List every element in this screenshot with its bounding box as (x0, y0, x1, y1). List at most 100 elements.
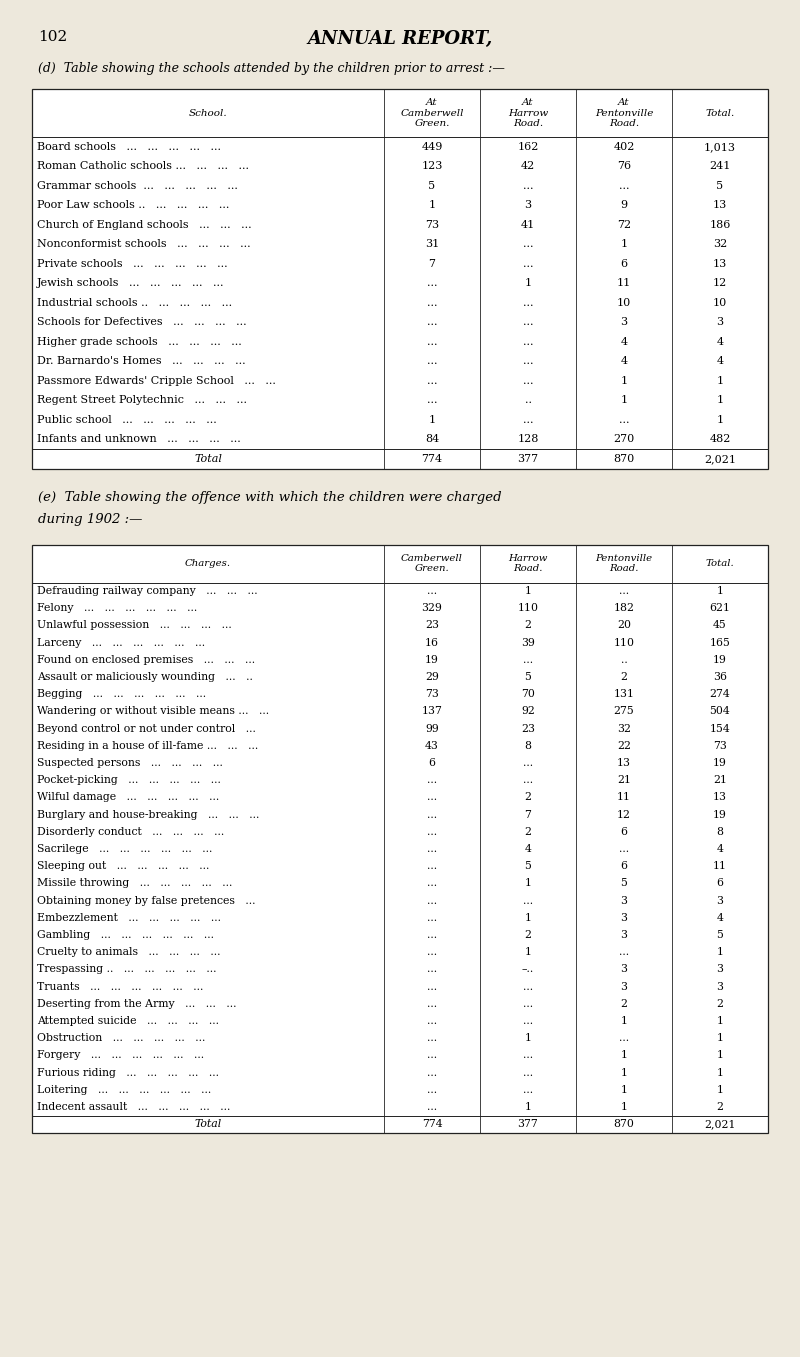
Text: 5: 5 (429, 180, 435, 191)
Text: ...: ... (523, 1084, 533, 1095)
Text: At
Camberwell
Green.: At Camberwell Green. (400, 98, 464, 128)
Text: ...: ... (619, 1033, 629, 1044)
Text: Dr. Barnardo's Homes   ...   ...   ...   ...: Dr. Barnardo's Homes ... ... ... ... (37, 357, 246, 366)
Text: Residing in a house of ill-fame ...   ...   ...: Residing in a house of ill-fame ... ... … (37, 741, 258, 750)
Text: 72: 72 (617, 220, 631, 229)
Text: Obstruction   ...   ...   ...   ...   ...: Obstruction ... ... ... ... ... (37, 1033, 206, 1044)
Text: 1: 1 (717, 1050, 723, 1061)
Text: ...: ... (522, 337, 534, 347)
Text: ...: ... (427, 1084, 437, 1095)
Text: Schools for Defectives   ...   ...   ...   ...: Schools for Defectives ... ... ... ... (37, 318, 246, 327)
Text: 3: 3 (621, 913, 627, 923)
Text: 5: 5 (525, 672, 531, 683)
Text: ..: .. (525, 395, 531, 406)
Text: ...: ... (427, 896, 437, 905)
Text: ...: ... (427, 913, 437, 923)
Text: 2: 2 (525, 826, 531, 837)
Text: Private schools   ...   ...   ...   ...   ...: Private schools ... ... ... ... ... (37, 259, 228, 269)
Text: 1: 1 (717, 1016, 723, 1026)
Text: ...: ... (427, 1102, 437, 1113)
Text: 19: 19 (425, 655, 439, 665)
Text: 9: 9 (621, 201, 627, 210)
Text: ...: ... (522, 318, 534, 327)
Text: 84: 84 (425, 434, 439, 444)
Text: 73: 73 (425, 220, 439, 229)
Text: ...: ... (619, 844, 629, 854)
Text: Total.: Total. (706, 559, 734, 569)
Text: Jewish schools   ...   ...   ...   ...   ...: Jewish schools ... ... ... ... ... (37, 278, 225, 288)
Text: 19: 19 (713, 655, 727, 665)
Text: 275: 275 (614, 707, 634, 716)
Text: 41: 41 (521, 220, 535, 229)
Text: ...: ... (523, 655, 533, 665)
Text: 377: 377 (518, 1120, 538, 1129)
Text: ...: ... (427, 862, 437, 871)
Text: ...: ... (427, 586, 437, 596)
Text: 2,021: 2,021 (704, 1120, 736, 1129)
Text: Sleeping out   ...   ...   ...   ...   ...: Sleeping out ... ... ... ... ... (37, 862, 210, 871)
Text: Passmore Edwards' Cripple School   ...   ...: Passmore Edwards' Cripple School ... ... (37, 376, 276, 385)
Text: 2: 2 (621, 672, 627, 683)
Text: ...: ... (427, 826, 437, 837)
Text: Trespassing ..   ...   ...   ...   ...   ...: Trespassing .. ... ... ... ... ... (37, 965, 217, 974)
Text: 2: 2 (525, 930, 531, 940)
Text: 482: 482 (710, 434, 730, 444)
Text: 99: 99 (425, 723, 439, 734)
Text: 1: 1 (525, 1033, 531, 1044)
Text: Deserting from the Army   ...   ...   ...: Deserting from the Army ... ... ... (37, 999, 237, 1008)
Text: 165: 165 (710, 638, 730, 647)
Text: 13: 13 (617, 759, 631, 768)
Text: Harrow
Road.: Harrow Road. (508, 554, 548, 573)
Text: ...: ... (427, 810, 437, 820)
Text: 274: 274 (710, 689, 730, 699)
Text: ...: ... (523, 896, 533, 905)
Text: 1: 1 (621, 1102, 627, 1113)
Text: 1: 1 (525, 1102, 531, 1113)
Text: ...: ... (522, 376, 534, 385)
Text: 1: 1 (621, 1084, 627, 1095)
Text: Begging   ...   ...   ...   ...   ...   ...: Begging ... ... ... ... ... ... (37, 689, 206, 699)
Text: 1: 1 (525, 947, 531, 957)
Text: Regent Street Polytechnic   ...   ...   ...: Regent Street Polytechnic ... ... ... (37, 395, 247, 406)
Text: Gambling   ...   ...   ...   ...   ...   ...: Gambling ... ... ... ... ... ... (37, 930, 214, 940)
Text: 1: 1 (717, 1084, 723, 1095)
Text: ...: ... (427, 792, 437, 802)
Text: Grammar schools  ...   ...   ...   ...   ...: Grammar schools ... ... ... ... ... (37, 180, 238, 191)
Text: 270: 270 (614, 434, 634, 444)
Text: 2: 2 (621, 999, 627, 1008)
Text: 16: 16 (425, 638, 439, 647)
Text: 8: 8 (717, 826, 723, 837)
Text: 6: 6 (717, 878, 723, 889)
Text: 45: 45 (713, 620, 727, 631)
Text: ...: ... (426, 297, 438, 308)
Text: 241: 241 (710, 161, 730, 171)
Text: ...: ... (523, 759, 533, 768)
Text: 23: 23 (425, 620, 439, 631)
Text: 110: 110 (614, 638, 634, 647)
Text: 4: 4 (717, 357, 723, 366)
Text: 182: 182 (614, 604, 634, 613)
Text: 22: 22 (617, 741, 631, 750)
Text: ..: .. (621, 655, 627, 665)
Text: ...: ... (426, 376, 438, 385)
Text: 1: 1 (429, 201, 435, 210)
Text: Found on enclosed premises   ...   ...   ...: Found on enclosed premises ... ... ... (37, 655, 255, 665)
Text: 4: 4 (717, 913, 723, 923)
Text: 70: 70 (521, 689, 535, 699)
Text: ...: ... (523, 1050, 533, 1061)
Text: 32: 32 (713, 239, 727, 250)
Text: Total: Total (194, 453, 222, 464)
Text: ...: ... (523, 999, 533, 1008)
Text: 19: 19 (713, 810, 727, 820)
Text: ...: ... (427, 930, 437, 940)
Text: 1: 1 (717, 1033, 723, 1044)
Text: 154: 154 (710, 723, 730, 734)
Text: 123: 123 (422, 161, 442, 171)
Text: ...: ... (427, 1050, 437, 1061)
Text: 42: 42 (521, 161, 535, 171)
Text: 1: 1 (621, 239, 627, 250)
Text: 329: 329 (422, 604, 442, 613)
Text: ...: ... (619, 947, 629, 957)
Text: –..: –.. (522, 965, 534, 974)
Text: Loitering   ...   ...   ...   ...   ...   ...: Loitering ... ... ... ... ... ... (37, 1084, 211, 1095)
